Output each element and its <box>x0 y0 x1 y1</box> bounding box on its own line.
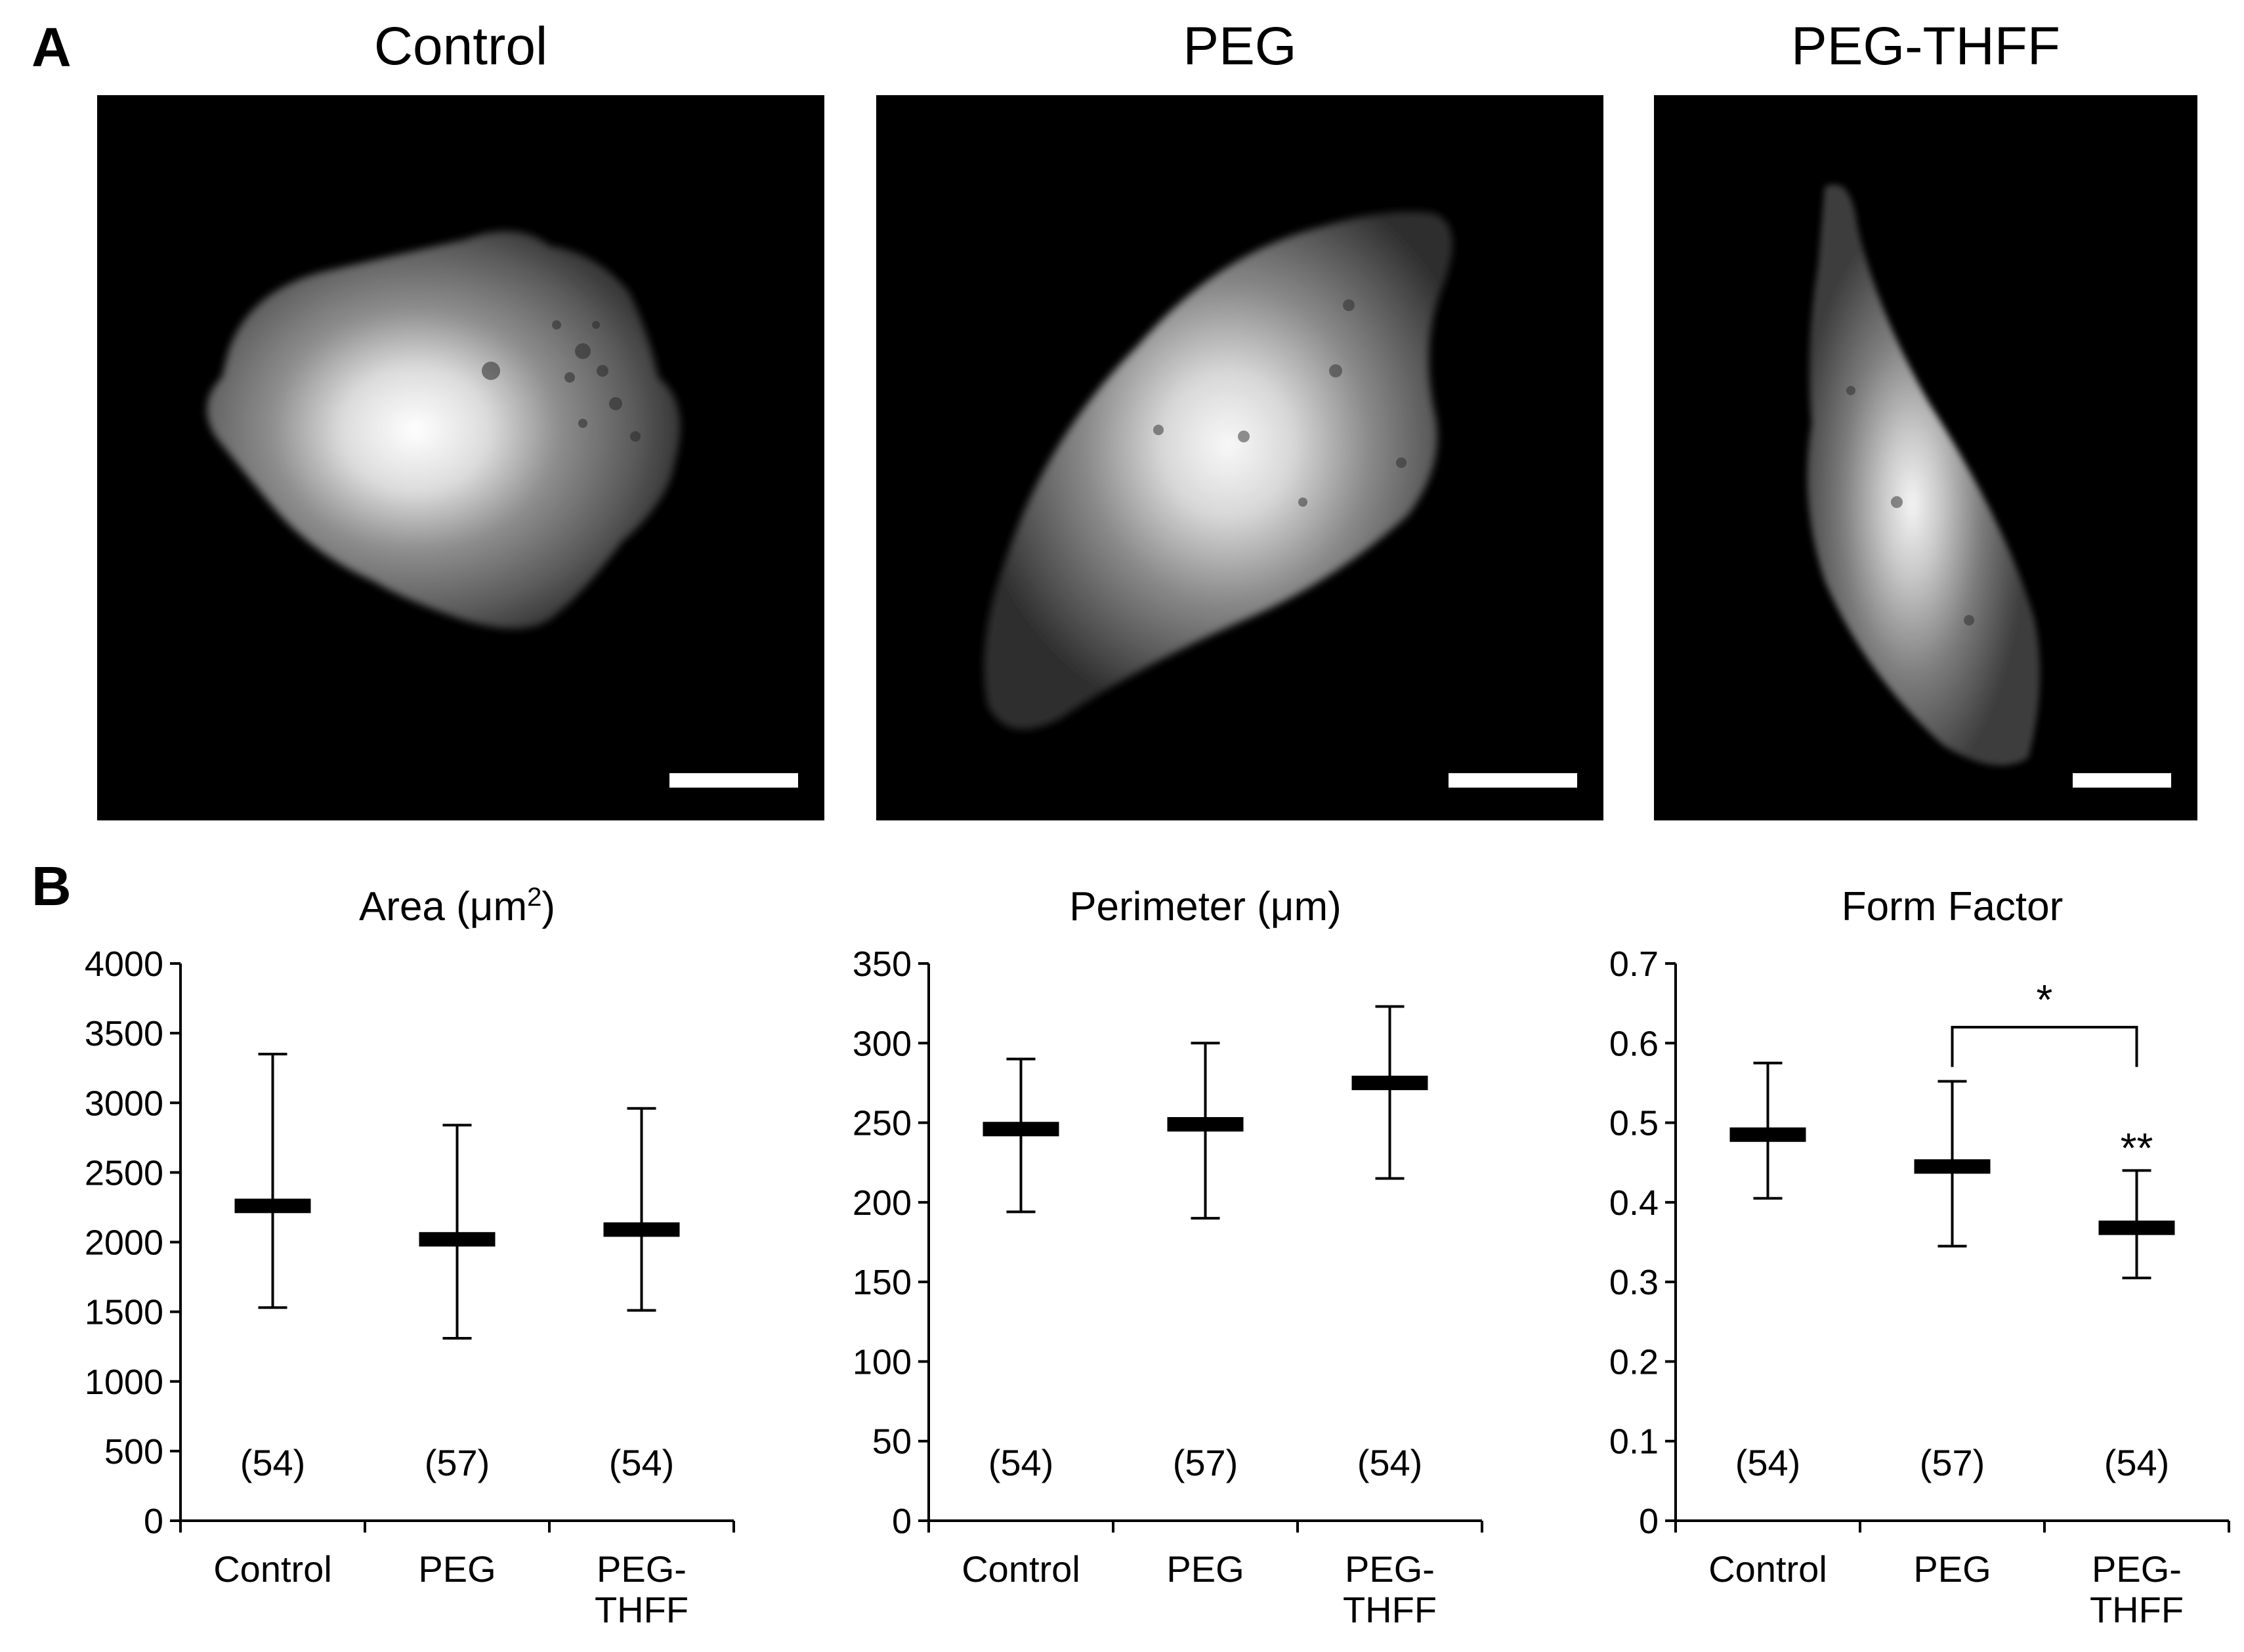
mean-marker <box>1167 1116 1244 1132</box>
image-title-peg-thff: PEG-THFF <box>1791 16 2060 76</box>
scale-bar <box>2073 773 2171 788</box>
y-tick-label: 0.3 <box>1609 1263 1659 1302</box>
chart-2: Form Factor <box>1665 884 2230 1533</box>
chart-title: Perimeter (μm) <box>1069 884 1342 929</box>
mean-marker <box>234 1198 311 1214</box>
mean-marker <box>1914 1159 1991 1174</box>
y-tick-label: 2000 <box>85 1223 163 1263</box>
y-tick-label: 3500 <box>85 1014 163 1053</box>
y-tick-label: 0 <box>892 1502 912 1541</box>
y-tick-label: 0 <box>144 1502 163 1541</box>
mean-marker <box>603 1222 680 1237</box>
y-tick-label: 1000 <box>85 1363 163 1402</box>
mean-marker <box>419 1232 496 1247</box>
y-tick-label: 0.5 <box>1609 1104 1659 1143</box>
y-tick-label: 4000 <box>85 944 163 984</box>
y-tick-label: 1500 <box>85 1293 163 1332</box>
image-title-peg: PEG <box>1183 16 1297 76</box>
y-tick-label: 0.6 <box>1609 1024 1659 1063</box>
panel-a-label: A <box>32 16 72 78</box>
y-tick-label: 0 <box>1639 1502 1659 1541</box>
y-tick-label: 0.2 <box>1609 1342 1659 1382</box>
significance-bracket <box>1951 1026 2138 1067</box>
scale-bar <box>669 773 798 788</box>
x-category-label: THFF <box>2090 1589 2184 1630</box>
micrograph-control <box>97 95 824 820</box>
sample-size-label: (54) <box>1357 1442 1423 1483</box>
sample-size-label: (54) <box>2104 1442 2170 1483</box>
chart-0: Area (μm2) <box>170 883 735 1533</box>
y-tick-label: 50 <box>872 1422 912 1462</box>
sample-size-label: (57) <box>425 1442 490 1483</box>
y-tick-label: 0.1 <box>1609 1422 1659 1462</box>
y-tick-label: 2500 <box>85 1153 163 1193</box>
y-tick-label: 250 <box>853 1104 912 1143</box>
sample-size-label: (54) <box>609 1442 675 1483</box>
x-category-label: PEG- <box>1345 1548 1435 1590</box>
y-tick-label: 0.7 <box>1609 944 1659 984</box>
significance-star: ** <box>2121 1124 2153 1172</box>
y-tick-label: 150 <box>853 1263 912 1302</box>
sample-size-label: (54) <box>240 1442 306 1483</box>
sample-size-label: (54) <box>1735 1442 1801 1483</box>
panel-b-label: B <box>32 855 72 917</box>
x-category-label: PEG <box>1913 1548 1991 1590</box>
x-category-label: Control <box>962 1548 1080 1590</box>
sample-size-label: (57) <box>1920 1442 1985 1483</box>
cell-micrograph-control-icon <box>207 231 681 629</box>
mean-marker <box>1351 1075 1428 1090</box>
mean-marker <box>1729 1127 1806 1142</box>
y-tick-label: 500 <box>104 1432 163 1472</box>
x-category-label: Control <box>213 1548 332 1590</box>
cell-micrograph-peg-thff-icon <box>1807 184 2040 766</box>
x-category-label: THFF <box>1343 1589 1437 1630</box>
y-tick-label: 3000 <box>85 1084 163 1123</box>
y-tick-label: 100 <box>853 1342 912 1382</box>
sample-size-label: (57) <box>1173 1442 1238 1483</box>
x-category-label: PEG <box>418 1548 496 1590</box>
y-tick-label: 200 <box>853 1183 912 1223</box>
chart-title: Area (μm2) <box>359 883 555 929</box>
x-category-label: PEG- <box>597 1548 687 1590</box>
x-category-label: THFF <box>595 1589 688 1630</box>
x-category-label: Control <box>1708 1548 1827 1590</box>
micrograph-peg-thff <box>1654 95 2197 820</box>
significance-star: * <box>2037 976 2053 1023</box>
cell-micrograph-peg-icon <box>984 211 1452 729</box>
y-tick-label: 300 <box>853 1024 912 1063</box>
sample-size-label: (54) <box>988 1442 1054 1483</box>
x-category-label: PEG <box>1166 1548 1244 1590</box>
chart-1: Perimeter (μm) <box>918 884 1483 1533</box>
mean-marker <box>2098 1220 2175 1235</box>
y-tick-label: 350 <box>853 944 912 984</box>
mean-marker <box>983 1122 1059 1137</box>
image-title-control: Control <box>373 16 548 76</box>
y-tick-label: 0.4 <box>1609 1183 1659 1223</box>
micrograph-peg <box>876 95 1603 820</box>
scale-bar <box>1449 773 1577 788</box>
chart-title: Form Factor <box>1842 884 2064 929</box>
x-category-label: PEG- <box>2092 1548 2182 1590</box>
